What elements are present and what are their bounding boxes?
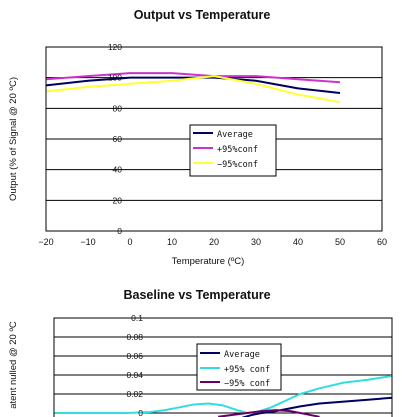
- chart1-series-minus-conf-line: [46, 75, 341, 104]
- chart2-y-tick-label: 0.1: [131, 313, 143, 323]
- chart1-x-tick-label: 20: [209, 237, 219, 247]
- chart2-series-plus-conf-line: [54, 374, 392, 414]
- chart2-y-tick-labels: 0 0.02 0.04 0.06 0.08 0.1: [126, 313, 143, 417]
- chart1-y-tick-label: 60: [113, 134, 123, 144]
- chart1-x-axis-label: Temperature (ºC): [172, 256, 245, 267]
- chart1-x-tick-label: −10: [80, 237, 95, 247]
- chart1-y-tick-label: 20: [113, 195, 123, 205]
- chart2-legend-label-minus-conf: −95% conf: [224, 379, 270, 389]
- chart2-series-minus-conf-line: [218, 409, 320, 417]
- chart1-x-tick-label: 30: [251, 237, 261, 247]
- chart1-y-tick-label: 100: [108, 73, 122, 83]
- chart1-series-plus-conf-line: [46, 72, 341, 84]
- chart2-y-tick-label: 0.02: [126, 389, 143, 399]
- chart2-plot-area: [53, 317, 393, 417]
- chart2-series-average-line: [242, 396, 392, 417]
- chart1-y-tick-label: 80: [113, 103, 123, 113]
- chart1-legend-label-plus-conf: +95%conf: [217, 145, 258, 155]
- chart2-series: [54, 374, 392, 417]
- chart2-y-tick-label: 0: [138, 408, 143, 417]
- chart1-legend: Average +95%conf −95%conf: [189, 124, 277, 177]
- chart1-plot-area: [45, 46, 383, 232]
- chart1-legend-label-minus-conf: −95%conf: [217, 160, 258, 170]
- chart1-y-tick-label: 40: [113, 165, 123, 175]
- chart1-y-tick-label: 120: [108, 42, 122, 52]
- chart1-series: [46, 72, 341, 104]
- chart2-legend: Average +95% conf −95% conf: [196, 343, 282, 391]
- chart1-y-tick-labels: 0 20 40 60 80 100 120: [108, 42, 122, 236]
- chart1-title: Output vs Temperature: [134, 8, 271, 22]
- chart1-x-tick-label: 40: [293, 237, 303, 247]
- chart1-x-tick-label: 60: [377, 237, 387, 247]
- chart1-legend-label-average: Average: [217, 130, 253, 140]
- chart2-y-axis-label: atent nulled @ 20 ºC: [8, 321, 19, 409]
- chart1-x-tick-labels: −20 −10 0 10 20 30 40 50 60: [38, 237, 387, 247]
- chart1-x-tick-label: 50: [335, 237, 345, 247]
- chart2-legend-label-plus-conf: +95% conf: [224, 365, 270, 375]
- chart1-x-tick-label: −20: [38, 237, 53, 247]
- chart2-title: Baseline vs Temperature: [123, 288, 270, 302]
- chart2-y-tick-label: 0.04: [126, 370, 143, 380]
- chart1-x-tick-label: 10: [167, 237, 177, 247]
- chart2-y-tick-label: 0.06: [126, 351, 143, 361]
- chart1-x-tick-label: 0: [127, 237, 132, 247]
- chart2-y-tick-label: 0.08: [126, 332, 143, 342]
- chart1-y-axis-label: Output (% of Signal @ 20 ºC): [8, 77, 19, 201]
- chart1-y-tick-label: 0: [117, 226, 122, 236]
- chart2-legend-label-average: Average: [224, 350, 260, 360]
